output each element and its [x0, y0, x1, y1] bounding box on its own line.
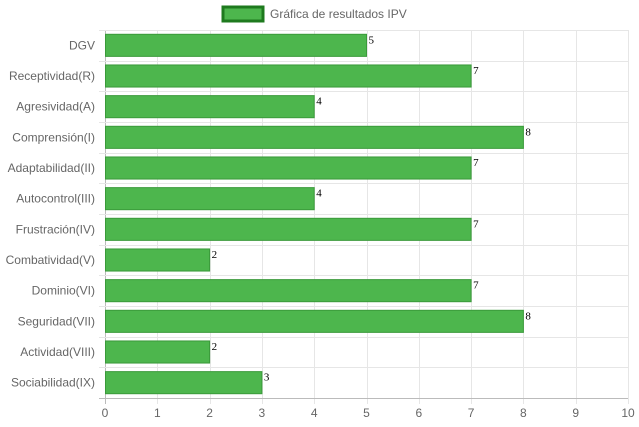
bar[interactable] — [105, 309, 524, 333]
x-tick-label: 10 — [621, 406, 635, 420]
data-label: 2 — [212, 249, 218, 261]
data-labels: 5 7 4 8 7 4 7 2 7 8 2 3 — [212, 34, 532, 383]
bar[interactable] — [105, 95, 315, 119]
legend[interactable]: Gráfica de resultados IPV — [221, 5, 407, 23]
bar[interactable] — [105, 125, 524, 149]
bar[interactable] — [105, 371, 263, 395]
x-tick-label: 2 — [206, 406, 213, 420]
bars — [105, 33, 524, 395]
x-tick-label: 0 — [102, 406, 109, 420]
bar[interactable] — [105, 64, 472, 88]
category-label: Comprensión(I) — [12, 130, 95, 144]
category-label: Frustración(IV) — [16, 222, 95, 236]
legend-label[interactable]: Gráfica de resultados IPV — [270, 7, 407, 21]
bar[interactable] — [105, 33, 367, 57]
category-label: Actividad(VIII) — [20, 345, 95, 359]
category-label: DGV — [69, 38, 95, 52]
data-label: 7 — [473, 218, 479, 230]
category-label: Adaptabilidad(II) — [8, 161, 95, 175]
bar[interactable] — [105, 248, 211, 272]
x-tick-label: 6 — [415, 406, 422, 420]
category-label: Agresividad(A) — [16, 100, 95, 114]
x-tick-label: 8 — [520, 406, 527, 420]
data-label: 3 — [264, 372, 270, 384]
data-label: 2 — [212, 341, 218, 353]
data-label: 5 — [369, 34, 375, 46]
data-label: 7 — [473, 280, 479, 292]
data-label: 4 — [316, 96, 322, 108]
bar[interactable] — [105, 156, 472, 180]
legend-swatch[interactable] — [221, 5, 265, 23]
category-label: Receptividad(R) — [9, 69, 95, 83]
x-tick-label: 4 — [311, 406, 318, 420]
bar[interactable] — [105, 279, 472, 303]
x-tick-label: 9 — [572, 406, 579, 420]
category-label: Sociabilidad(IX) — [11, 376, 95, 390]
category-labels: DGV Receptividad(R) Agresividad(A) Comprens… — [6, 38, 95, 389]
bar[interactable] — [105, 217, 472, 241]
grid — [99, 30, 629, 404]
data-label: 7 — [473, 157, 479, 169]
category-label: Seguridad(VII) — [18, 314, 95, 328]
category-label: Combatividad(V) — [6, 253, 95, 267]
data-label: 4 — [316, 188, 322, 200]
data-label: 8 — [525, 126, 531, 138]
x-tick-label: 1 — [154, 406, 161, 420]
data-label: 8 — [525, 310, 531, 322]
category-label: Dominio(VI) — [32, 284, 95, 298]
bar[interactable] — [105, 340, 211, 364]
x-tick-label: 3 — [259, 406, 266, 420]
category-label: Autocontrol(III) — [16, 192, 95, 206]
bar[interactable] — [105, 187, 315, 211]
data-label: 7 — [473, 65, 479, 77]
x-tick-labels: 0 1 2 3 4 5 6 7 8 9 10 — [102, 406, 635, 420]
x-tick-label: 7 — [468, 406, 475, 420]
x-tick-label: 5 — [363, 406, 370, 420]
